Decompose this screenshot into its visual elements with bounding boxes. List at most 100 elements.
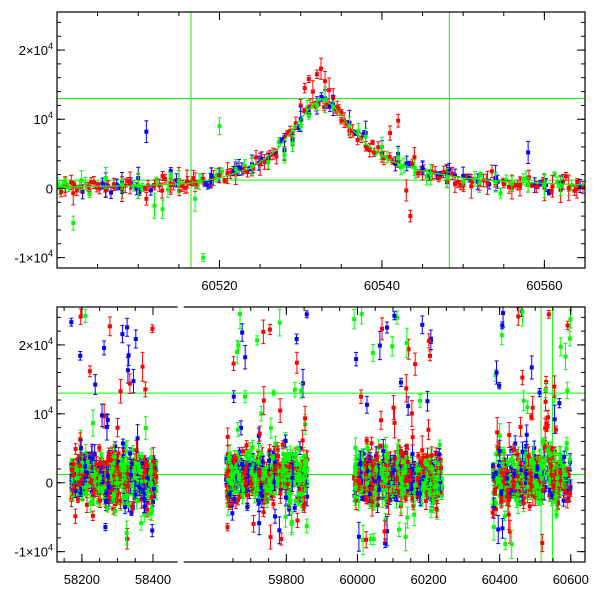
data-point bbox=[140, 461, 144, 465]
data-point bbox=[113, 509, 117, 513]
data-point bbox=[209, 174, 213, 178]
series-point-red bbox=[128, 172, 132, 194]
top-axis-frame bbox=[57, 12, 585, 268]
data-point bbox=[143, 387, 147, 391]
data-point bbox=[356, 138, 360, 142]
outlier-point bbox=[128, 374, 132, 393]
series-point bbox=[127, 502, 131, 507]
outlier-point bbox=[127, 345, 131, 365]
series-point-red bbox=[144, 193, 148, 206]
series-point bbox=[74, 444, 78, 455]
data-point bbox=[145, 508, 149, 512]
data-point bbox=[87, 192, 91, 196]
data-point bbox=[123, 462, 127, 466]
data-point bbox=[368, 148, 372, 152]
series-point-red bbox=[319, 58, 323, 79]
data-point bbox=[123, 505, 127, 509]
data-point bbox=[63, 181, 67, 185]
outlier-point bbox=[120, 325, 124, 342]
outlier-point bbox=[93, 375, 97, 395]
data-point bbox=[575, 187, 579, 191]
data-point bbox=[106, 418, 110, 422]
background-point bbox=[581, 182, 585, 194]
data-point bbox=[100, 487, 104, 491]
data-point bbox=[142, 475, 146, 479]
outlier-point bbox=[125, 318, 129, 336]
data-point bbox=[96, 184, 100, 188]
data-point bbox=[119, 389, 123, 393]
data-point bbox=[98, 499, 102, 503]
data-point bbox=[105, 425, 109, 429]
series-point-red bbox=[307, 76, 311, 83]
top-plot-area bbox=[55, 12, 585, 268]
data-point bbox=[104, 491, 108, 495]
data-point bbox=[121, 441, 125, 445]
outlier-point bbox=[106, 414, 110, 425]
data-point bbox=[307, 114, 311, 118]
data-point bbox=[90, 456, 94, 460]
data-point bbox=[477, 181, 481, 185]
data-point bbox=[98, 476, 102, 480]
outlier-point bbox=[141, 352, 145, 381]
data-point bbox=[102, 346, 106, 350]
data-point bbox=[114, 481, 118, 485]
x-tick-label: 60540 bbox=[364, 278, 400, 293]
data-point bbox=[71, 191, 75, 195]
series-point bbox=[88, 494, 92, 513]
data-point bbox=[118, 472, 122, 476]
y-tick-label: 2×104 bbox=[19, 41, 53, 58]
data-point bbox=[70, 468, 74, 472]
data-point bbox=[119, 462, 123, 466]
data-point bbox=[104, 176, 108, 180]
data-point bbox=[106, 507, 110, 511]
data-point bbox=[103, 525, 107, 529]
data-point bbox=[83, 314, 87, 318]
data-point bbox=[100, 480, 104, 484]
data-point bbox=[206, 183, 210, 187]
data-point bbox=[126, 368, 130, 372]
data-point bbox=[117, 451, 121, 455]
data-point bbox=[412, 155, 416, 159]
background-point bbox=[499, 188, 503, 198]
outlier-point bbox=[69, 318, 73, 326]
data-point bbox=[128, 452, 132, 456]
data-point bbox=[177, 180, 181, 184]
data-point bbox=[551, 184, 555, 188]
data-point bbox=[152, 204, 156, 208]
data-point bbox=[74, 489, 78, 493]
outlier-point bbox=[125, 521, 129, 545]
data-point bbox=[129, 473, 133, 477]
data-point bbox=[131, 379, 135, 383]
outlier-point bbox=[150, 524, 154, 536]
data-point bbox=[125, 537, 129, 541]
data-point bbox=[125, 493, 129, 497]
background-point bbox=[371, 140, 375, 144]
data-point bbox=[107, 485, 111, 489]
data-point bbox=[112, 493, 116, 497]
data-point bbox=[88, 501, 92, 505]
data-point bbox=[78, 354, 82, 358]
data-point bbox=[499, 191, 503, 195]
data-point bbox=[91, 514, 95, 518]
series-point-green bbox=[71, 216, 75, 230]
series-point bbox=[107, 485, 111, 490]
data-point bbox=[380, 145, 384, 149]
data-point bbox=[396, 155, 400, 159]
data-point bbox=[315, 72, 319, 76]
data-point bbox=[71, 221, 75, 225]
data-point bbox=[112, 455, 116, 459]
series-point-blue bbox=[526, 141, 530, 163]
data-point bbox=[319, 67, 323, 71]
data-point bbox=[150, 496, 154, 500]
data-point bbox=[327, 88, 331, 92]
data-point bbox=[133, 468, 137, 472]
data-point bbox=[169, 174, 173, 178]
data-point bbox=[559, 184, 563, 188]
data-point bbox=[453, 182, 457, 186]
data-point bbox=[223, 179, 227, 183]
data-point bbox=[96, 486, 100, 490]
data-point bbox=[146, 464, 150, 468]
data-point bbox=[78, 464, 82, 468]
